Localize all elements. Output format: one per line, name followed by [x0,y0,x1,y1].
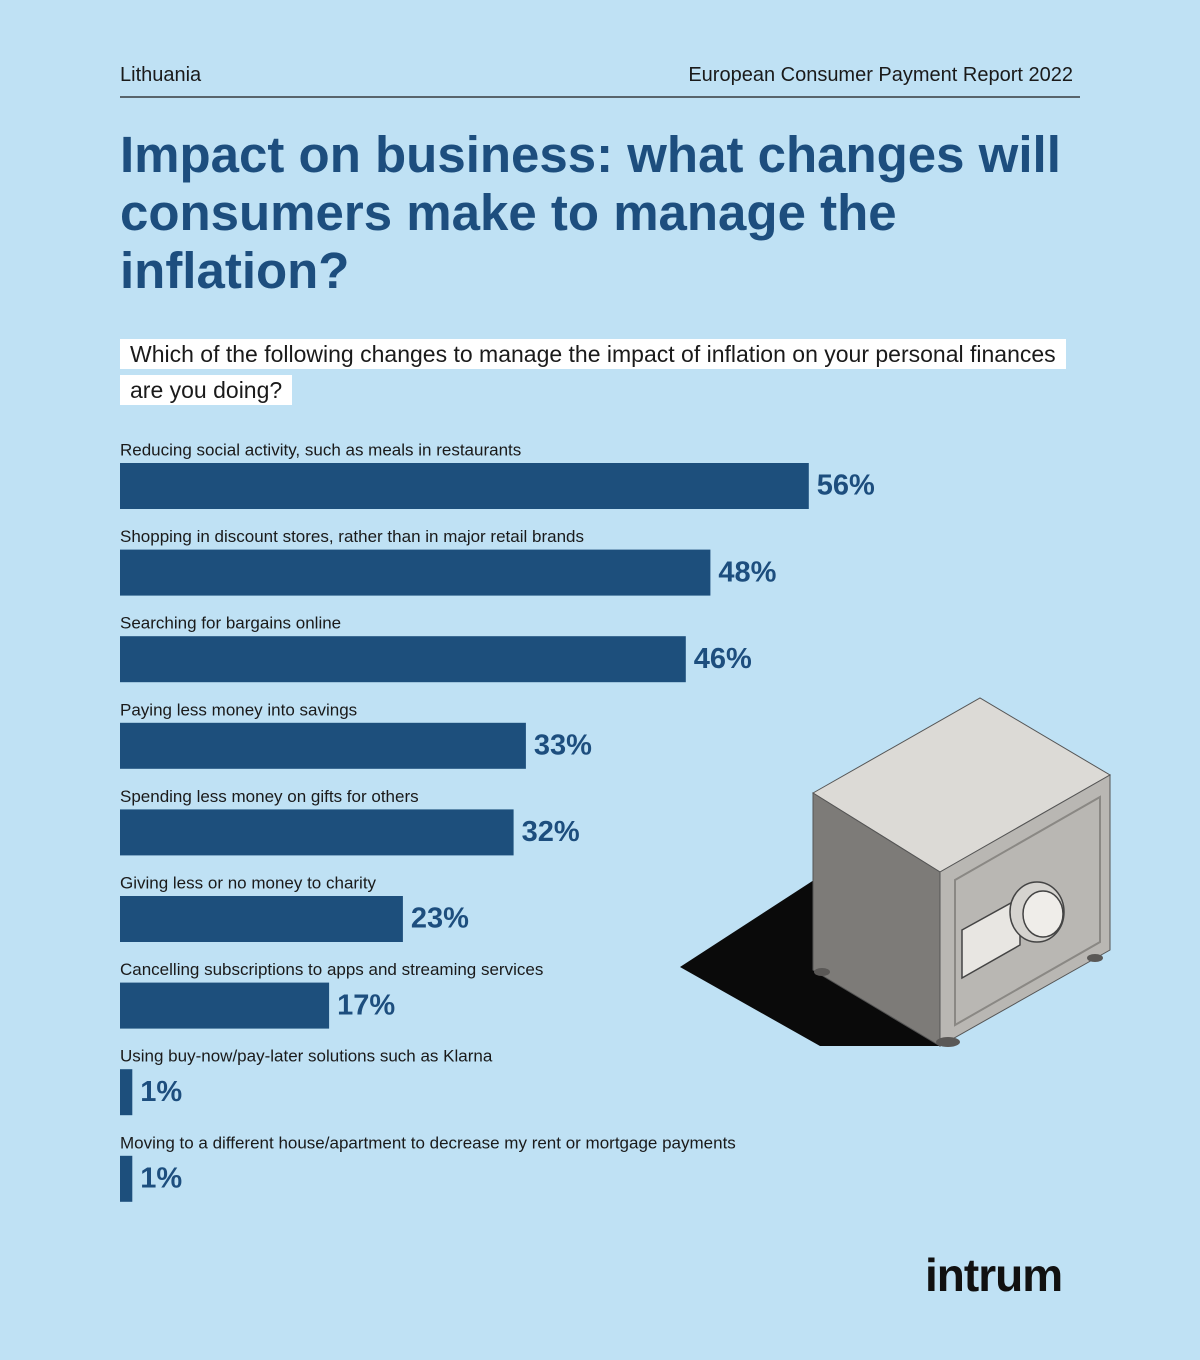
report-label: European Consumer Payment Report 2022 [688,64,1073,86]
category-label: Paying less money into savings [120,700,357,719]
bar [120,463,809,509]
category-label: Moving to a different house/apartment to… [120,1133,736,1152]
bar [120,722,526,769]
subtitle-box: Which of the following changes to manage… [120,336,1066,408]
category-label: Cancelling subscriptions to apps and str… [120,960,543,979]
value-label: 33% [534,729,592,761]
value-label: 1% [140,1162,182,1194]
logo: intrum [925,1249,1063,1301]
category-label: Shopping in discount stores, rather than… [120,527,584,546]
value-label: 23% [411,903,469,935]
value-label: 1% [140,1076,182,1108]
chart-subtitle: Which of the following changes to manage… [120,339,1066,405]
value-label: 48% [718,556,776,588]
bar [120,896,403,942]
value-label: 17% [337,989,395,1021]
category-label: Giving less or no money to charity [120,873,377,892]
category-label: Reducing social activity, such as meals … [120,440,521,459]
bar [120,1155,133,1202]
bar [120,549,711,596]
safe-illustration [680,697,1111,1047]
chart-title: Impact on business: what changes will co… [120,126,1061,299]
value-label: 46% [694,643,752,675]
country-label: Lithuania [120,64,202,86]
bar [120,982,330,1029]
value-label: 56% [817,470,875,502]
category-label: Searching for bargains online [120,614,341,633]
bar [120,636,686,683]
category-label: Spending less money on gifts for others [120,787,419,806]
category-label: Using buy-now/pay-later solutions such a… [120,1047,493,1066]
bar [120,809,514,856]
value-label: 32% [522,816,580,848]
bar [120,1069,133,1116]
